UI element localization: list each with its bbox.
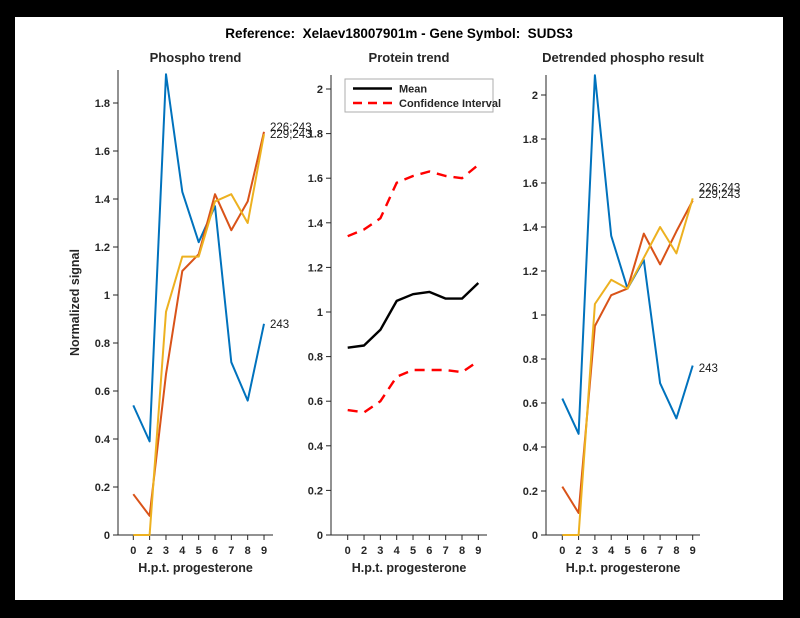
y-tick-label: 0 xyxy=(317,530,323,542)
x-tick-label: 0 xyxy=(559,545,565,557)
y-tick-label: 0.6 xyxy=(95,386,110,398)
line-end-label: 226;243 xyxy=(270,122,312,134)
figure-canvas: Reference: Xelaev18007901m - Gene Symbol… xyxy=(15,17,783,600)
x-tick-label: 8 xyxy=(245,545,251,557)
x-tick-label: 2 xyxy=(147,545,153,557)
y-tick-label: 1.2 xyxy=(95,242,110,254)
y-tick-label: 1.4 xyxy=(523,222,539,234)
x-tick-label: 2 xyxy=(361,545,367,557)
x-tick-label: 6 xyxy=(426,545,432,557)
x-tick-label: 3 xyxy=(592,545,598,557)
series-line-229-243 xyxy=(133,134,265,536)
x-tick-label: 3 xyxy=(377,545,383,557)
y-tick-label: 1.4 xyxy=(95,194,111,206)
y-tick-label: 1.6 xyxy=(95,146,110,158)
subplot-2-protein-trend: 00.20.40.60.811.21.41.61.820 2 3 4 5 6 7 8 9H.p.… xyxy=(308,50,501,575)
y-tick-label: 0.8 xyxy=(95,338,110,350)
x-tick-label: 9 xyxy=(261,545,267,557)
x-tick-label: 0 xyxy=(130,545,136,557)
x-tick-label: 8 xyxy=(459,545,465,557)
y-tick-label: 0.6 xyxy=(308,396,323,408)
y-tick-label: 0.2 xyxy=(523,486,538,498)
legend-box xyxy=(344,78,494,113)
x-tick-label: 4 xyxy=(179,545,186,557)
y-tick-label: 1.8 xyxy=(95,98,110,110)
y-tick-label: 0.4 xyxy=(523,442,539,454)
y-axis-label: Normalized signal xyxy=(68,249,82,356)
x-axis-label: H.p.t. progesterone xyxy=(138,561,253,575)
x-tick-label: 7 xyxy=(657,545,663,557)
x-tick-label: 6 xyxy=(212,545,218,557)
y-tick-label: 1.2 xyxy=(308,262,323,274)
subplot-title: Phospho trend xyxy=(150,50,242,65)
y-tick-label: 1.4 xyxy=(308,218,324,230)
x-tick-label: 5 xyxy=(196,545,202,557)
series-line-confidence-interval-lower- xyxy=(347,360,479,414)
line-end-label: 243 xyxy=(699,363,718,375)
x-tick-label: 2 xyxy=(576,545,582,557)
line-end-label: 229;243 xyxy=(270,129,312,141)
legend-label: Confidence Interval xyxy=(399,98,501,110)
y-tick-label: 0.2 xyxy=(95,482,110,494)
series-line-229-243 xyxy=(562,198,694,536)
subplot-3-detrended-phospho-result: 00.20.40.60.811.21.41.61.820 2 3 4 5 6 7 8 9H.p.… xyxy=(523,50,741,575)
y-tick-label: 1.2 xyxy=(523,266,538,278)
y-tick-label: 1 xyxy=(317,307,323,319)
series-line-243 xyxy=(561,74,694,435)
line-end-label: 229;243 xyxy=(699,189,741,201)
series-line-confidence-interval-upper- xyxy=(347,163,480,238)
y-tick-label: 2 xyxy=(532,90,538,102)
series-line-243 xyxy=(132,73,265,443)
series-line-mean xyxy=(347,282,480,349)
y-tick-label: 1.6 xyxy=(523,178,538,190)
y-tick-label: 0 xyxy=(532,530,538,542)
x-tick-label: 5 xyxy=(410,545,416,557)
axes-spines xyxy=(330,75,487,536)
series-line-226-243 xyxy=(132,131,265,517)
y-tick-label: 0.8 xyxy=(523,354,538,366)
subplot-1-phospho-trend: 00.20.40.60.811.21.41.61.80 2 3 4 5 6 7 8 9H.p.t… xyxy=(68,50,312,575)
y-tick-label: 2 xyxy=(317,84,323,96)
y-tick-label: 1 xyxy=(532,310,538,322)
x-tick-label: 5 xyxy=(624,545,630,557)
subplot-title: Protein trend xyxy=(369,50,450,65)
x-tick-label: 7 xyxy=(228,545,234,557)
y-tick-label: 1.8 xyxy=(523,134,538,146)
y-tick-label: 0.8 xyxy=(308,352,323,364)
y-tick-label: 0.2 xyxy=(308,485,323,497)
y-tick-label: 1.6 xyxy=(308,173,323,185)
y-tick-label: 0.6 xyxy=(523,398,538,410)
line-end-label: 226;243 xyxy=(699,182,741,194)
x-axis-label: H.p.t. progesterone xyxy=(352,561,467,575)
y-tick-label: 1.8 xyxy=(308,129,323,141)
x-tick-label: 0 xyxy=(345,545,351,557)
line-end-label: 243 xyxy=(270,319,289,331)
x-tick-label: 9 xyxy=(690,545,696,557)
x-tick-label: 9 xyxy=(475,545,481,557)
axes-spines xyxy=(545,75,700,536)
legend-label: Mean xyxy=(399,84,427,96)
x-tick-label: 4 xyxy=(394,545,401,557)
x-axis-label: H.p.t. progesterone xyxy=(566,561,681,575)
x-tick-label: 8 xyxy=(673,545,679,557)
y-tick-label: 0.4 xyxy=(308,441,324,453)
y-tick-label: 1 xyxy=(104,290,110,302)
x-tick-label: 3 xyxy=(163,545,169,557)
x-tick-label: 4 xyxy=(608,545,615,557)
y-tick-label: 0 xyxy=(104,530,110,542)
subplot-title: Detrended phospho result xyxy=(542,50,704,65)
axes-spines xyxy=(117,70,273,536)
x-tick-label: 6 xyxy=(641,545,647,557)
x-tick-label: 7 xyxy=(443,545,449,557)
figure-title: Reference: Xelaev18007901m - Gene Symbol… xyxy=(225,26,573,41)
y-tick-label: 0.4 xyxy=(95,434,111,446)
